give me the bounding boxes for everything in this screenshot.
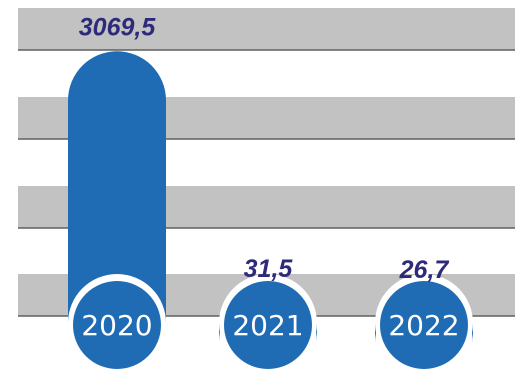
category-label-2022: 2022 [388,309,459,342]
value-label-2022: 26,7 [399,256,450,284]
category-label-2021: 2021 [232,309,303,342]
year-circle-2021 [224,281,312,369]
category-label-2020: 2020 [81,309,152,342]
bar-2020 [68,51,166,322]
value-label-2020: 3069,5 [79,13,157,41]
bars-group: 2020 3069,5 2021 31,5 2022 26,7 [68,13,473,372]
value-label-2021: 31,5 [244,255,294,283]
year-circle-2022 [380,281,468,369]
background-band [18,8,515,50]
year-circle-2020 [73,281,161,369]
